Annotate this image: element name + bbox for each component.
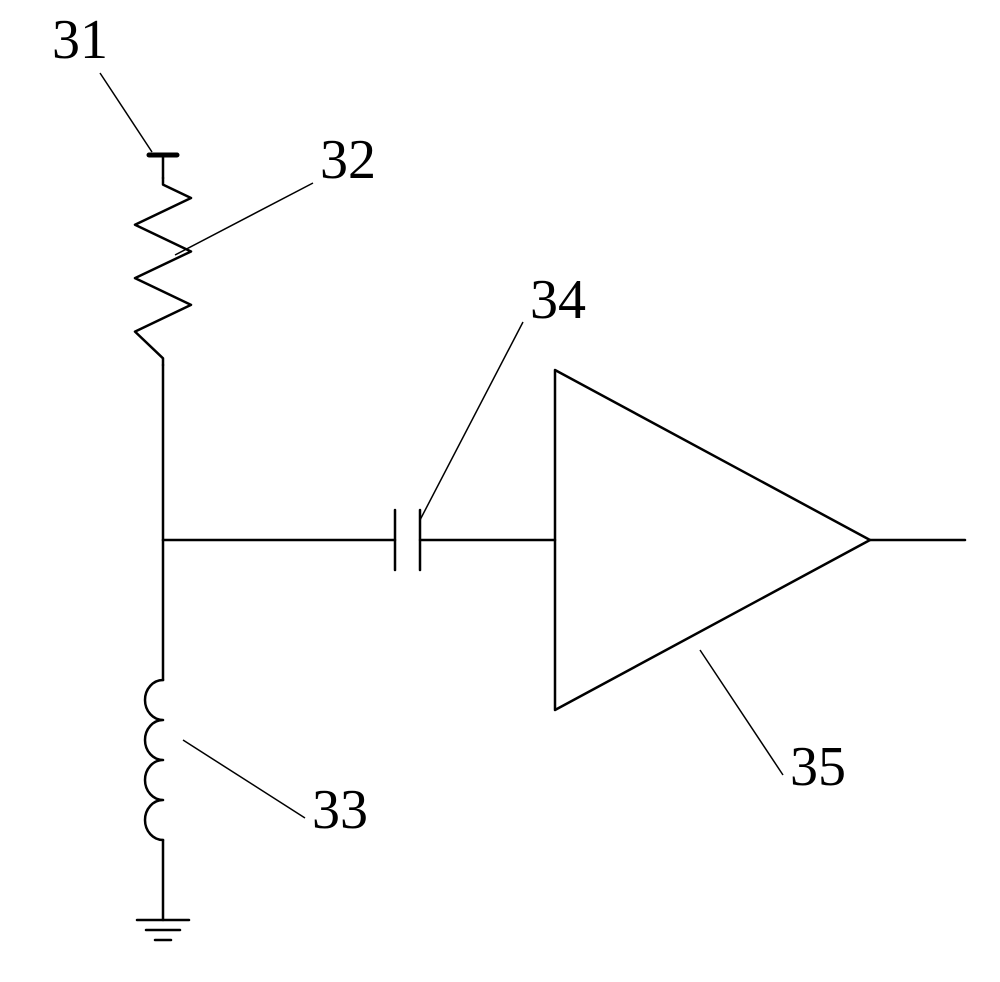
label-31: 31 — [52, 8, 108, 72]
circuit-svg — [0, 0, 1000, 977]
circuit-diagram: 31 32 33 34 35 — [0, 0, 1000, 977]
label-32: 32 — [320, 128, 376, 192]
label-34: 34 — [530, 268, 586, 332]
label-33: 33 — [312, 778, 368, 842]
label-35: 35 — [790, 735, 846, 799]
